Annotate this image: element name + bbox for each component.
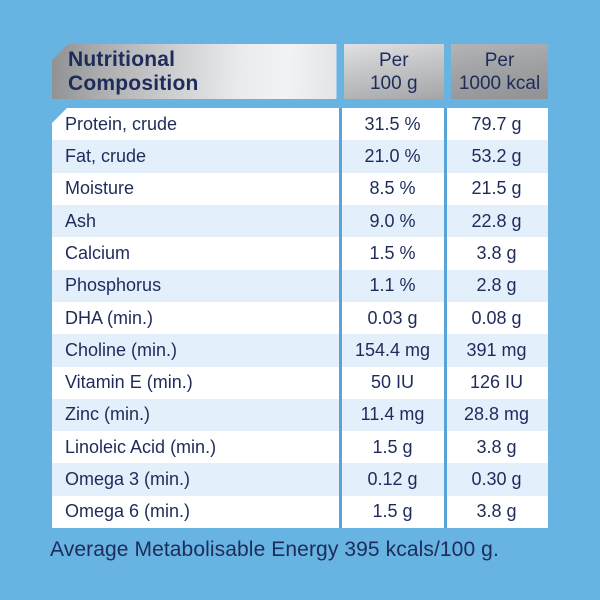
- row-per-100g-value: 1.1 %: [369, 275, 416, 296]
- table-row: Omega 6 (min.) 1.5 g 3.8 g: [52, 495, 548, 528]
- row-per-1000kcal-value: 0.30 g: [471, 469, 522, 490]
- row-per-100g-value: 1.5 %: [369, 242, 416, 263]
- table-row: Protein, crude 31.5 % 79.7 g: [52, 108, 548, 141]
- row-label: Fat, crude: [65, 145, 147, 166]
- table-header: Nutritional Composition Per 100 g Per 10…: [52, 44, 548, 99]
- column-separator-2: [444, 108, 447, 528]
- energy-note: Average Metabolisable Energy 395 kcals/1…: [50, 538, 499, 561]
- row-per-1000kcal-value: 0.08 g: [471, 307, 522, 328]
- table-row: DHA (min.) 0.03 g 0.08 g: [52, 301, 548, 335]
- table-row: Ash 9.0 % 22.8 g: [52, 204, 548, 238]
- row-label: Omega 6 (min.): [65, 501, 191, 522]
- per-100g-line2: 100 g: [369, 72, 418, 94]
- row-label: Phosphorus: [65, 275, 162, 296]
- table-body: Protein, crude 31.5 % 79.7 g Fat, crude 21.0…: [52, 108, 548, 528]
- row-per-100g-value: 1.5 g: [372, 436, 413, 457]
- row-per-100g-value: 21.0 %: [364, 145, 421, 166]
- row-per-100g-value: 50 IU: [370, 372, 415, 393]
- row-per-1000kcal-value: 3.8 g: [476, 242, 517, 263]
- row-per-1000kcal-value: 79.7 g: [471, 113, 522, 134]
- row-per-100g-value: 9.0 %: [369, 210, 416, 231]
- row-per-1000kcal-value: 22.8 g: [471, 210, 522, 231]
- per-1000kcal-line1: Per: [484, 49, 515, 71]
- row-per-100g-value: 0.12 g: [367, 469, 418, 490]
- row-per-100g-value: 0.03 g: [367, 307, 418, 328]
- per-1000kcal-line2: 1000 kcal: [458, 72, 541, 94]
- column-separator-1: [338, 108, 342, 528]
- header-gap: [444, 44, 451, 99]
- table-row: Fat, crude 21.0 % 53.2 g: [52, 140, 548, 173]
- row-per-100g-value: 11.4 mg: [360, 404, 425, 425]
- header-per-1000kcal-cell: Per 1000 kcal: [451, 44, 548, 99]
- header-gap: [337, 44, 344, 99]
- table-row: Choline (min.) 154.4 mg 391 mg: [52, 334, 548, 367]
- row-per-1000kcal-value: 53.2 g: [471, 145, 522, 166]
- row-per-1000kcal-value: 28.8 mg: [463, 404, 530, 425]
- row-label: Zinc (min.): [65, 404, 150, 425]
- row-label: Protein, crude: [65, 113, 178, 134]
- header-title-line1: Nutritional: [68, 47, 176, 71]
- row-per-1000kcal-value: 3.8 g: [476, 436, 517, 457]
- header-title-line2: Composition: [68, 71, 199, 95]
- row-label: Moisture: [65, 178, 135, 199]
- row-label: Choline (min.): [65, 339, 178, 360]
- row-label: Linoleic Acid (min.): [65, 436, 217, 457]
- table-row: Calcium 1.5 % 3.8 g: [52, 237, 548, 270]
- row-per-1000kcal-value: 126 IU: [469, 372, 524, 393]
- row-per-1000kcal-value: 2.8 g: [476, 275, 517, 296]
- row-per-100g-value: 154.4 mg: [354, 339, 431, 360]
- row-per-100g-value: 31.5 %: [364, 113, 421, 134]
- row-per-1000kcal-value: 21.5 g: [471, 178, 522, 199]
- row-label: Calcium: [65, 242, 131, 263]
- table-row: Moisture 8.5 % 21.5 g: [52, 172, 548, 205]
- row-per-1000kcal-value: 3.8 g: [476, 501, 517, 522]
- row-label: DHA (min.): [65, 307, 154, 328]
- table-row: Linoleic Acid (min.) 1.5 g 3.8 g: [52, 431, 548, 464]
- table-row: Zinc (min.) 11.4 mg 28.8 mg: [52, 398, 548, 432]
- row-label: Omega 3 (min.): [65, 469, 191, 490]
- row-label: Ash: [65, 210, 97, 231]
- header-title-cell: Nutritional Composition: [52, 44, 337, 99]
- row-per-100g-value: 1.5 g: [372, 501, 413, 522]
- nutrition-table: Nutritional Composition Per 100 g Per 10…: [52, 44, 548, 528]
- row-label: Vitamin E (min.): [65, 372, 193, 393]
- table-row: Omega 3 (min.) 0.12 g 0.30 g: [52, 463, 548, 496]
- table-rows: Protein, crude 31.5 % 79.7 g Fat, crude 21.0…: [52, 108, 548, 528]
- header-per-100g-cell: Per 100 g: [343, 44, 444, 99]
- row-per-100g-value: 8.5 %: [369, 178, 416, 199]
- table-row: Vitamin E (min.) 50 IU 126 IU: [52, 366, 548, 399]
- per-100g-line1: Per: [378, 49, 409, 71]
- row-per-1000kcal-value: 391 mg: [466, 339, 527, 360]
- table-row: Phosphorus 1.1 % 2.8 g: [52, 269, 548, 302]
